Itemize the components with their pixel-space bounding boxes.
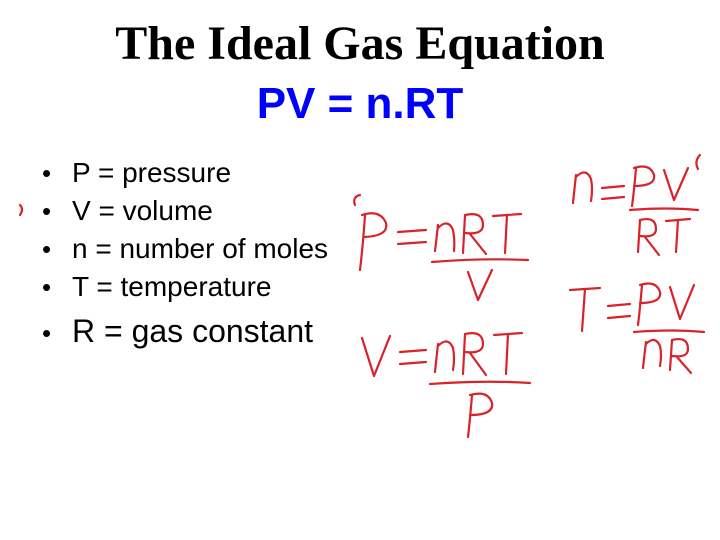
- def-text: n = number of moles: [72, 233, 328, 265]
- bullet-icon: •: [42, 272, 72, 303]
- list-item: • T = temperature: [42, 271, 720, 303]
- def-text: V = volume: [72, 195, 213, 227]
- bullet-icon: •: [42, 234, 72, 265]
- list-item: • P = pressure: [42, 157, 720, 189]
- definitions-list: • P = pressure • V = volume • n = number…: [42, 157, 720, 350]
- def-text: T = temperature: [72, 271, 271, 303]
- def-text: R = gas constant: [72, 313, 313, 350]
- bullet-icon: •: [42, 196, 72, 227]
- bullet-icon: •: [42, 158, 72, 189]
- main-equation: PV = n.RT: [0, 79, 720, 129]
- def-text: P = pressure: [72, 157, 231, 189]
- list-item: • R = gas constant: [42, 313, 720, 350]
- bullet-icon: •: [42, 318, 72, 349]
- list-item: • n = number of moles: [42, 233, 720, 265]
- list-item: • V = volume: [42, 195, 720, 227]
- page-title: The Ideal Gas Equation: [0, 0, 720, 71]
